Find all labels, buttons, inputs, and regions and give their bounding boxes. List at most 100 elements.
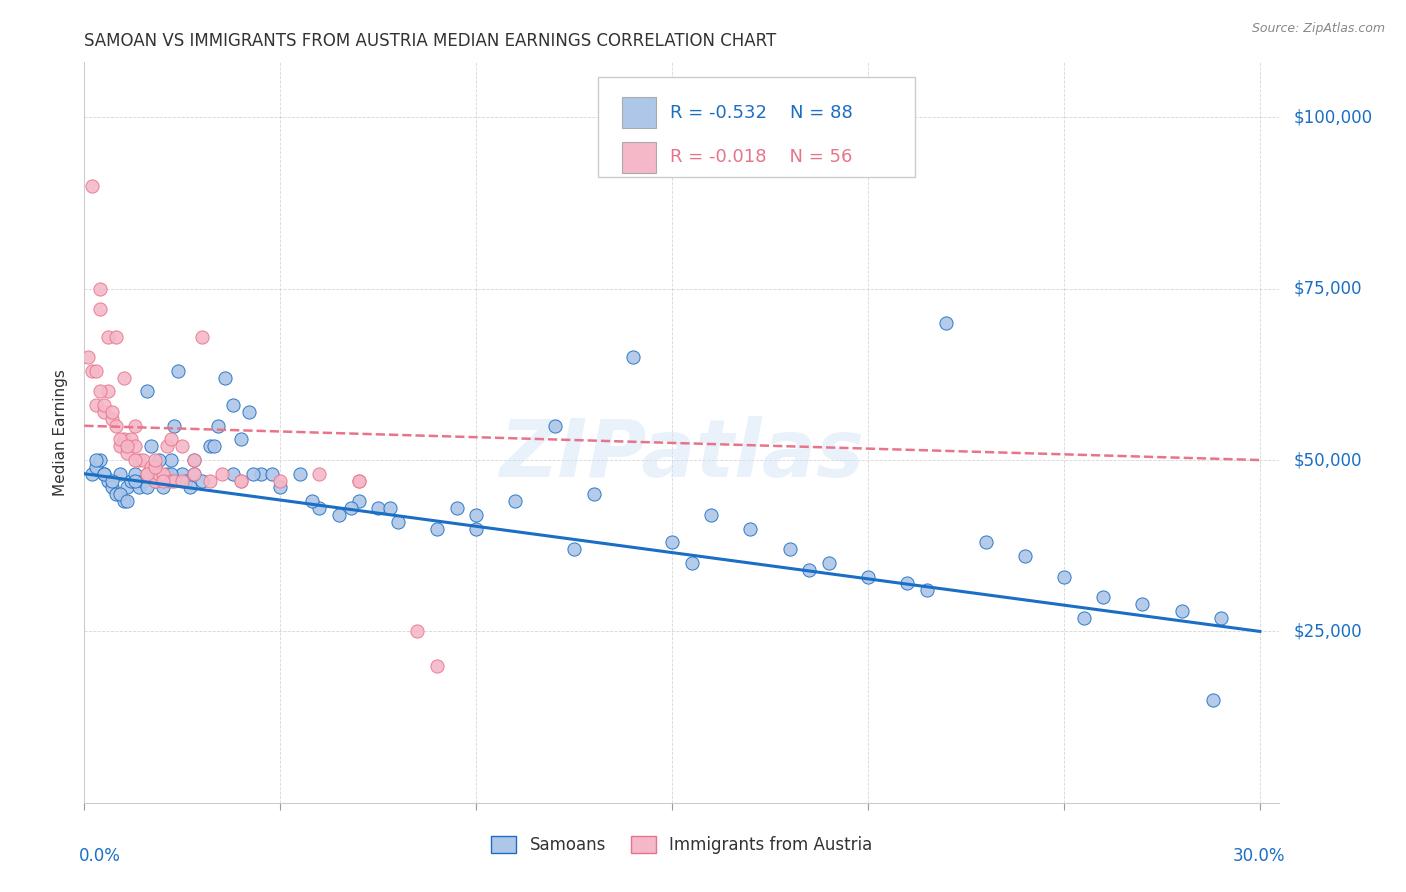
- Point: [120, 474, 142, 488]
- Point: [143, 453, 166, 467]
- Point: [1209, 610, 1232, 624]
- Point: [124, 418, 146, 433]
- Y-axis label: Median Earnings: Median Earnings: [53, 369, 69, 496]
- Text: 30.0%: 30.0%: [1233, 847, 1285, 865]
- Point: [183, 467, 205, 481]
- Point: [191, 329, 214, 343]
- Point: [167, 364, 190, 378]
- Point: [465, 522, 488, 536]
- Point: [139, 459, 162, 474]
- Point: [779, 542, 801, 557]
- Point: [505, 494, 527, 508]
- Point: [179, 480, 201, 494]
- Point: [82, 178, 104, 193]
- Point: [1053, 569, 1076, 583]
- Point: [582, 487, 605, 501]
- Point: [152, 467, 174, 481]
- Text: Source: ZipAtlas.com: Source: ZipAtlas.com: [1251, 22, 1385, 36]
- Point: [347, 494, 370, 508]
- Point: [97, 474, 120, 488]
- Point: [132, 474, 155, 488]
- Point: [1092, 590, 1115, 604]
- Point: [139, 439, 162, 453]
- Text: $50,000: $50,000: [1294, 451, 1362, 469]
- Point: [101, 405, 124, 419]
- Point: [406, 624, 429, 639]
- Text: $75,000: $75,000: [1294, 280, 1362, 298]
- Point: [112, 433, 135, 447]
- Point: [82, 364, 104, 378]
- Point: [132, 453, 155, 467]
- Point: [84, 398, 107, 412]
- Point: [163, 418, 186, 433]
- Point: [159, 453, 181, 467]
- Point: [367, 501, 389, 516]
- Point: [935, 316, 957, 330]
- Point: [124, 467, 146, 481]
- Point: [378, 501, 401, 516]
- Point: [249, 467, 271, 481]
- Point: [269, 474, 291, 488]
- Point: [84, 364, 107, 378]
- Point: [104, 329, 127, 343]
- Point: [172, 467, 194, 481]
- Point: [101, 412, 124, 426]
- Point: [198, 439, 221, 453]
- Point: [156, 467, 179, 481]
- Point: [1170, 604, 1192, 618]
- Point: [124, 474, 146, 488]
- Point: [89, 282, 111, 296]
- Text: ZIPatlas: ZIPatlas: [499, 416, 865, 494]
- Point: [446, 501, 468, 516]
- Point: [681, 556, 703, 570]
- Point: [93, 467, 115, 481]
- Point: [104, 487, 127, 501]
- Point: [117, 439, 139, 453]
- Point: [262, 467, 284, 481]
- Point: [229, 433, 252, 447]
- Point: [1202, 693, 1225, 707]
- Point: [740, 522, 762, 536]
- Point: [124, 453, 146, 467]
- Point: [93, 467, 115, 481]
- Point: [301, 494, 323, 508]
- Point: [211, 467, 233, 481]
- Point: [148, 453, 170, 467]
- Point: [183, 453, 205, 467]
- Point: [101, 480, 124, 494]
- Point: [1130, 597, 1153, 611]
- Point: [229, 474, 252, 488]
- Point: [202, 439, 225, 453]
- Point: [207, 418, 229, 433]
- Text: $100,000: $100,000: [1294, 108, 1372, 127]
- Point: [799, 563, 821, 577]
- Point: [198, 474, 221, 488]
- Point: [214, 371, 236, 385]
- Point: [183, 467, 205, 481]
- Point: [148, 467, 170, 481]
- Point: [117, 480, 139, 494]
- Point: [621, 350, 644, 364]
- Point: [426, 658, 449, 673]
- Point: [242, 467, 264, 481]
- Point: [117, 494, 139, 508]
- Point: [143, 459, 166, 474]
- Point: [896, 576, 918, 591]
- Point: [120, 433, 142, 447]
- Point: [104, 418, 127, 433]
- Text: SAMOAN VS IMMIGRANTS FROM AUSTRIA MEDIAN EARNINGS CORRELATION CHART: SAMOAN VS IMMIGRANTS FROM AUSTRIA MEDIAN…: [84, 32, 776, 50]
- Text: R = -0.018    N = 56: R = -0.018 N = 56: [671, 148, 852, 166]
- Point: [222, 467, 245, 481]
- Point: [108, 467, 131, 481]
- Point: [269, 480, 291, 494]
- FancyBboxPatch shape: [623, 97, 655, 128]
- Point: [222, 398, 245, 412]
- Point: [347, 474, 370, 488]
- Point: [82, 467, 104, 481]
- Point: [159, 467, 181, 481]
- Point: [143, 474, 166, 488]
- Point: [340, 501, 363, 516]
- Point: [136, 384, 159, 399]
- Point: [387, 515, 409, 529]
- Point: [148, 467, 170, 481]
